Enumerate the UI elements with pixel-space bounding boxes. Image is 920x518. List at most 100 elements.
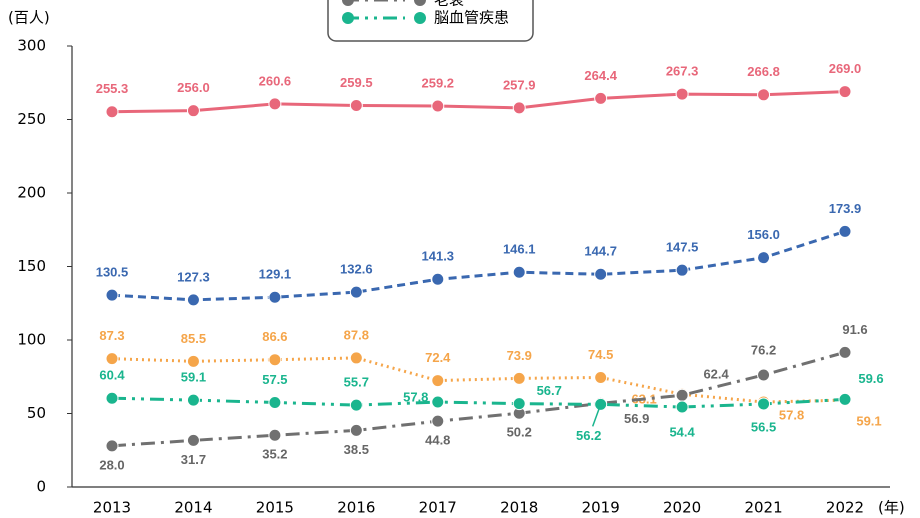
data-label: 72.4 bbox=[425, 350, 451, 365]
x-axis-label: (年) bbox=[878, 499, 905, 517]
data-point bbox=[105, 439, 119, 453]
data-label: 57.8 bbox=[779, 407, 804, 422]
data-label: 73.9 bbox=[507, 348, 532, 363]
data-point bbox=[838, 224, 852, 238]
data-point bbox=[349, 423, 363, 437]
y-tick-label: 150 bbox=[17, 257, 46, 275]
data-point bbox=[675, 263, 689, 277]
data-label: 255.3 bbox=[96, 81, 129, 96]
data-label: 146.1 bbox=[503, 242, 536, 257]
data-point bbox=[186, 433, 200, 447]
data-label: 35.2 bbox=[262, 447, 287, 462]
data-point bbox=[186, 293, 200, 307]
data-point bbox=[675, 388, 689, 402]
data-label: 86.6 bbox=[262, 329, 287, 344]
data-label: 85.5 bbox=[181, 331, 206, 346]
data-point bbox=[838, 392, 852, 406]
y-axis-label: (百人) bbox=[8, 9, 50, 27]
data-point bbox=[431, 395, 445, 409]
data-point bbox=[675, 400, 689, 414]
data-label: 264.4 bbox=[584, 68, 617, 83]
data-point bbox=[349, 285, 363, 299]
data-point bbox=[268, 97, 282, 111]
data-label: 31.7 bbox=[181, 452, 206, 467]
data-point bbox=[512, 371, 526, 385]
legend-label: 脳血管疾患 bbox=[434, 9, 509, 27]
data-point bbox=[105, 288, 119, 302]
series-line bbox=[111, 229, 846, 302]
data-point bbox=[186, 393, 200, 407]
legend-marker bbox=[342, 12, 354, 24]
series-line bbox=[111, 90, 846, 114]
data-label: 257.9 bbox=[503, 77, 536, 92]
data-label: 144.7 bbox=[584, 244, 617, 259]
data-point bbox=[512, 101, 526, 115]
data-label: 44.8 bbox=[425, 433, 450, 448]
x-tick-label: 2013 bbox=[93, 499, 131, 517]
data-label: 50.2 bbox=[507, 425, 532, 440]
data-point bbox=[594, 370, 608, 384]
legend-box bbox=[327, 0, 534, 42]
data-label: 91.6 bbox=[842, 322, 867, 337]
y-tick-label: 250 bbox=[17, 110, 46, 128]
x-tick-label: 2019 bbox=[582, 499, 620, 517]
data-point bbox=[186, 104, 200, 118]
y-tick-label: 200 bbox=[17, 184, 46, 202]
data-point bbox=[431, 99, 445, 113]
data-label: 259.2 bbox=[422, 75, 455, 90]
data-label: 57.5 bbox=[262, 372, 287, 387]
data-label: 266.8 bbox=[747, 64, 780, 79]
data-point bbox=[268, 353, 282, 367]
data-point bbox=[838, 85, 852, 99]
data-label: 132.6 bbox=[340, 262, 373, 277]
data-label: 156.0 bbox=[747, 227, 780, 242]
data-label: 127.3 bbox=[177, 269, 210, 284]
data-point bbox=[349, 351, 363, 365]
data-label: 267.3 bbox=[666, 64, 699, 79]
data-label: 147.5 bbox=[666, 240, 699, 255]
data-label: 260.6 bbox=[259, 73, 292, 88]
data-label: 76.2 bbox=[751, 342, 776, 357]
y-tick-label: 100 bbox=[17, 331, 46, 349]
data-point bbox=[594, 267, 608, 281]
data-point bbox=[186, 354, 200, 368]
x-tick-label: 2015 bbox=[256, 499, 294, 517]
data-label: 59.1 bbox=[856, 414, 881, 429]
data-point bbox=[268, 290, 282, 304]
data-point bbox=[105, 352, 119, 366]
data-point bbox=[431, 272, 445, 286]
data-point bbox=[349, 398, 363, 412]
data-label: 38.5 bbox=[344, 442, 369, 457]
data-label: 54.4 bbox=[669, 424, 695, 439]
x-tick-label: 2017 bbox=[419, 499, 457, 517]
data-label: 256.0 bbox=[177, 80, 210, 95]
data-label: 57.8 bbox=[403, 389, 428, 404]
data-label: 129.1 bbox=[259, 267, 292, 282]
data-label: 87.8 bbox=[344, 327, 369, 342]
data-point bbox=[512, 397, 526, 411]
data-point bbox=[757, 88, 771, 102]
data-label: 141.3 bbox=[422, 249, 455, 264]
data-label: 56.9 bbox=[624, 411, 649, 426]
data-label: 130.5 bbox=[96, 265, 129, 280]
data-label: 173.9 bbox=[829, 201, 862, 216]
data-point bbox=[594, 91, 608, 105]
data-point bbox=[105, 391, 119, 405]
data-point bbox=[838, 345, 852, 359]
data-label: 59.6 bbox=[858, 371, 883, 386]
data-point bbox=[757, 368, 771, 382]
legend-label: 老衰 bbox=[434, 0, 464, 9]
data-point bbox=[431, 374, 445, 388]
data-point bbox=[431, 414, 445, 428]
leader-line bbox=[591, 404, 602, 427]
data-label: 74.5 bbox=[588, 347, 613, 362]
x-tick-label: 2016 bbox=[337, 499, 375, 517]
x-tick-label: 2021 bbox=[744, 499, 782, 517]
data-label: 28.0 bbox=[99, 457, 124, 472]
series-line bbox=[111, 356, 846, 404]
data-point bbox=[512, 265, 526, 279]
data-label: 269.0 bbox=[829, 61, 862, 76]
data-label: 59.1 bbox=[181, 370, 206, 385]
legend-marker bbox=[414, 0, 426, 6]
